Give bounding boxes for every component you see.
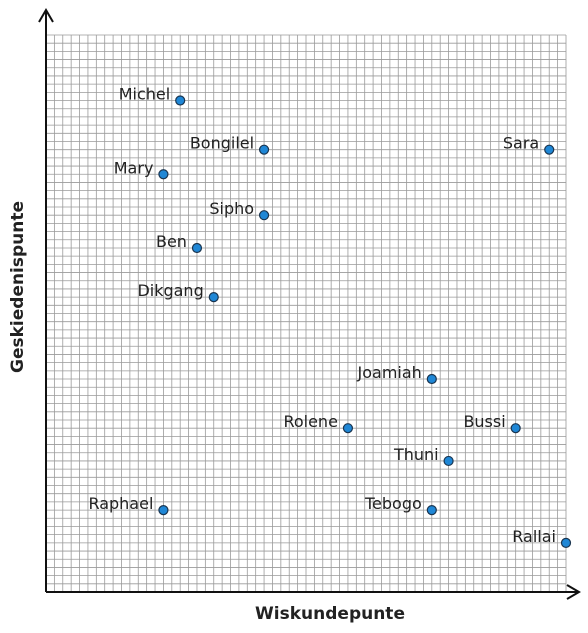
point-label: Bongilel: [190, 134, 254, 153]
point-label: Ben: [156, 232, 187, 251]
point-label: Mary: [114, 158, 154, 177]
y-axis-title: Geskiedenispunte: [8, 201, 28, 373]
data-point: [560, 537, 572, 548]
point-label: Dikgang: [137, 281, 203, 300]
point-label: Sara: [503, 134, 539, 153]
data-point: [258, 144, 270, 155]
data-points: Michel Bongilel Sara Mary Sipho Ben Dikgang Joa…: [88, 85, 572, 548]
point-label: Michel: [119, 85, 170, 104]
data-point: [510, 423, 521, 434]
data-point: [258, 210, 270, 221]
data-point: [342, 423, 354, 434]
y-axis-arrow: [38, 8, 54, 23]
x-axis-arrow: [566, 584, 581, 600]
point-label: Joamiah: [357, 363, 422, 382]
data-point: [443, 455, 454, 467]
data-point: [158, 504, 169, 516]
data-point: [191, 242, 203, 254]
point-label: Rolene: [283, 412, 337, 431]
point-label: Sipho: [209, 199, 254, 218]
data-point: [426, 504, 437, 516]
point-label: Raphael: [88, 494, 153, 513]
data-point: [544, 144, 555, 155]
data-point: [208, 292, 219, 303]
axes: [38, 8, 581, 600]
point-label: Bussi: [463, 412, 505, 431]
x-axis-title: Wiskundepunte: [255, 604, 405, 624]
point-label: Tebogo: [364, 494, 422, 513]
grid: [45, 34, 567, 593]
data-point: [158, 169, 169, 180]
point-label: Thuni: [393, 445, 439, 464]
data-point: [175, 95, 186, 106]
data-point: [426, 373, 437, 385]
point-label: Rallai: [512, 527, 556, 546]
